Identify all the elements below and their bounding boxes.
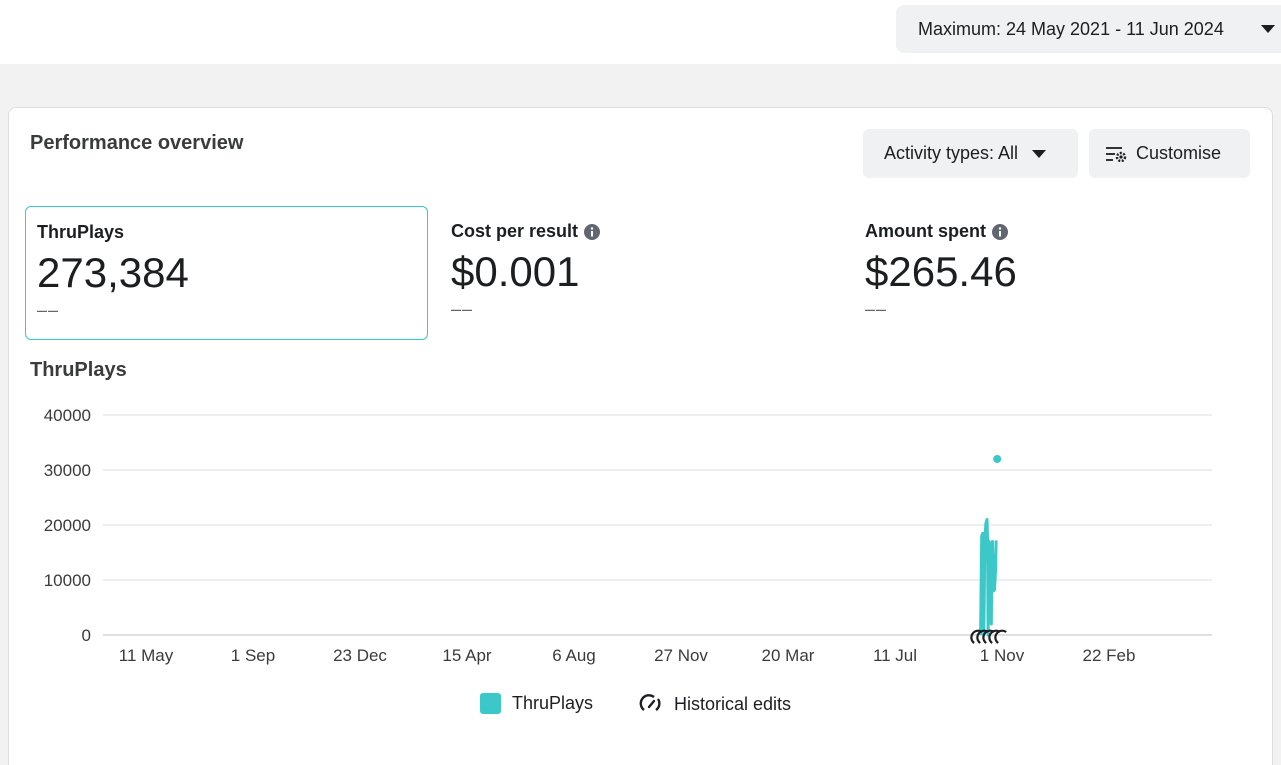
y-tick-label: 10000 [44, 571, 91, 590]
data-point-outlier [993, 455, 1002, 463]
card-title: Performance overview [30, 132, 244, 154]
metric-value: $265.46 [865, 248, 1017, 295]
info-icon[interactable] [992, 223, 1008, 240]
x-tick-label: 23 Dec [333, 646, 387, 665]
thruplays-chart: 0 10000 20000 30000 40000 11 May 1 Sep 23 Dec 15… [44, 406, 1212, 665]
performance-overview-card: Performance overview Activity types: All… [8, 107, 1273, 765]
legend-swatch [480, 693, 501, 714]
metric-value: 273,384 [37, 249, 189, 296]
x-tick-label: 11 May [119, 646, 174, 665]
series-line-thruplays [979, 518, 998, 637]
customise-button[interactable]: Customise [1089, 129, 1250, 178]
x-tick-label: 20 Mar [762, 646, 815, 665]
legend-label: ThruPlays [512, 693, 594, 713]
metric-thruplays[interactable]: ThruPlays 273,384 –– [25, 206, 428, 340]
x-tick-label: 11 Jul [873, 646, 917, 665]
historical-edits-icon [639, 694, 661, 711]
x-tick-label: 1 Nov [980, 646, 1025, 665]
date-range-dropdown[interactable]: Maximum: 24 May 2021 - 11 Jun 2024 [896, 5, 1281, 53]
x-tick-label: 6 Aug [552, 646, 596, 665]
y-tick-label: 30000 [44, 461, 91, 480]
metric-cost-per-result[interactable]: Cost per result $0.001 –– [440, 206, 830, 340]
x-tick-label: 1 Sep [231, 646, 275, 665]
caret-down-icon [1261, 25, 1275, 33]
metric-delta: –– [865, 299, 888, 319]
customise-settings-icon [1106, 146, 1127, 162]
x-tick-label: 27 Nov [654, 646, 708, 665]
historical-edit-marker [994, 629, 1007, 644]
x-tick-label: 22 Feb [1083, 646, 1136, 665]
legend-item-historical-edits[interactable]: Historical edits [639, 693, 791, 715]
x-tick-label: 15 Apr [442, 646, 491, 665]
y-tick-label: 40000 [44, 406, 91, 425]
info-icon[interactable] [584, 223, 601, 240]
chart-title: ThruPlays [30, 359, 127, 381]
metric-delta: –– [451, 299, 474, 319]
metric-label: Amount spent [865, 221, 1008, 242]
y-tick-label: 0 [82, 626, 91, 645]
activity-types-button[interactable]: Activity types: All [863, 129, 1078, 178]
legend-item-thruplays[interactable]: ThruPlays [480, 693, 593, 714]
metric-label: Cost per result [451, 221, 601, 242]
metric-label: ThruPlays [37, 222, 125, 242]
date-range-label: Maximum: 24 May 2021 - 11 Jun 2024 [918, 18, 1224, 39]
metric-value: $0.001 [451, 248, 580, 295]
metric-amount-spent[interactable]: Amount spent $265.46 –– [854, 206, 1244, 340]
y-tick-label: 20000 [44, 516, 91, 535]
caret-down-icon [1032, 149, 1047, 158]
top-bar: Maximum: 24 May 2021 - 11 Jun 2024 [0, 0, 1281, 64]
activity-types-label: Activity types: All [884, 143, 1019, 163]
metric-delta: –– [37, 300, 60, 320]
customise-label: Customise [1136, 143, 1222, 163]
legend-label: Historical edits [674, 693, 792, 714]
